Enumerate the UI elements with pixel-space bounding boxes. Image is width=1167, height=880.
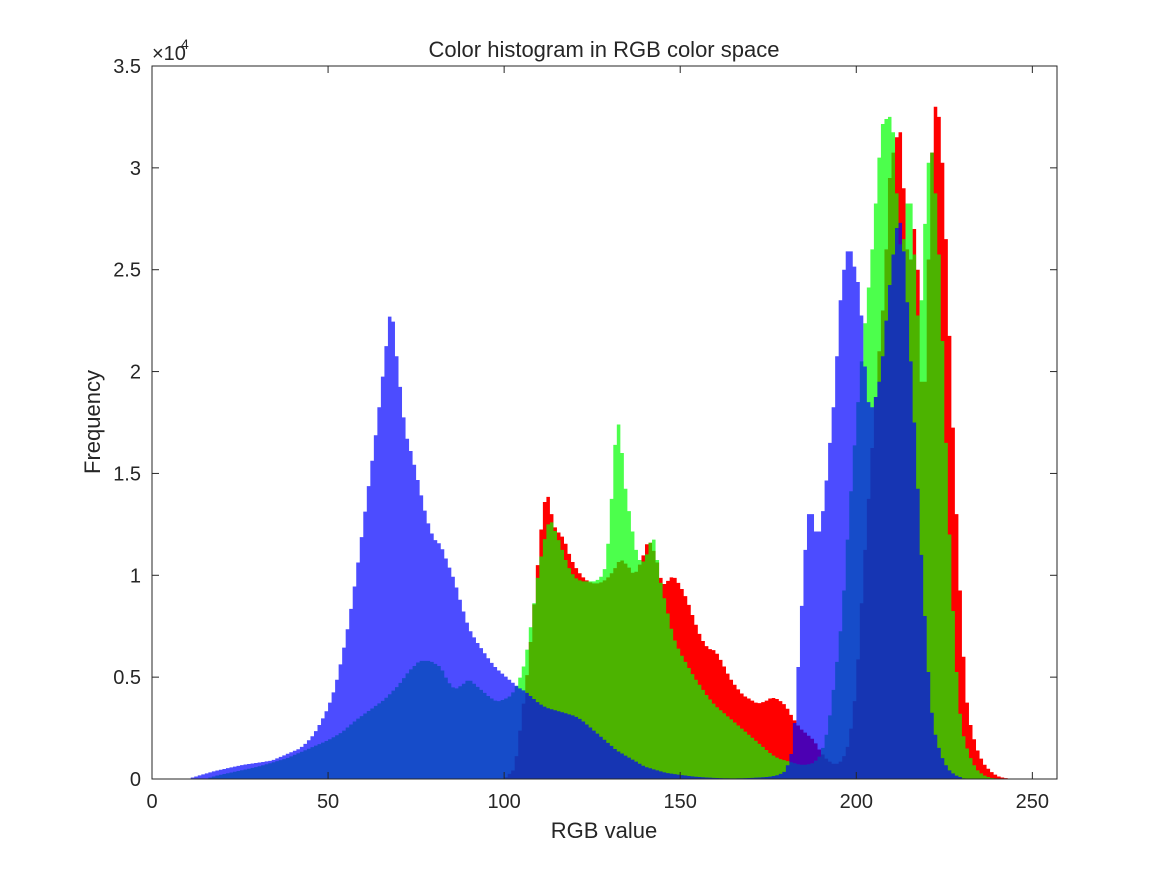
y-tick-label: 2 bbox=[130, 362, 141, 384]
x-tick-label: 150 bbox=[664, 791, 697, 813]
y-axis-label: Frequency bbox=[80, 370, 105, 474]
y-tick-label: 0.5 bbox=[113, 667, 141, 689]
y-tick-label: 1 bbox=[130, 565, 141, 587]
x-ticks: 0 50 100 150 200 250 bbox=[146, 66, 1049, 813]
y-exponent-power: 4 bbox=[181, 36, 189, 52]
axes-box bbox=[151, 65, 1058, 780]
x-tick-label: 200 bbox=[840, 791, 873, 813]
y-ticks: 0 0.5 1 1.5 2 2.5 3 3.5 bbox=[113, 56, 1057, 791]
y-tick-label: 0 bbox=[130, 769, 141, 791]
histogram-series-2 bbox=[187, 222, 966, 780]
x-axis-label: RGB value bbox=[551, 818, 657, 843]
chart-title: Color histogram in RGB color space bbox=[429, 37, 780, 62]
x-tick-label: 100 bbox=[487, 791, 520, 813]
x-tick-label: 0 bbox=[146, 791, 157, 813]
y-tick-label: 3 bbox=[130, 158, 141, 180]
series-layer bbox=[187, 106, 1015, 780]
y-tick-label: 3.5 bbox=[113, 56, 141, 78]
y-exponent-base: ×10 bbox=[152, 43, 186, 65]
y-tick-label: 1.5 bbox=[113, 463, 141, 485]
x-tick-label: 250 bbox=[1016, 791, 1049, 813]
x-tick-label: 50 bbox=[317, 791, 339, 813]
y-tick-label: 2.5 bbox=[113, 260, 141, 282]
